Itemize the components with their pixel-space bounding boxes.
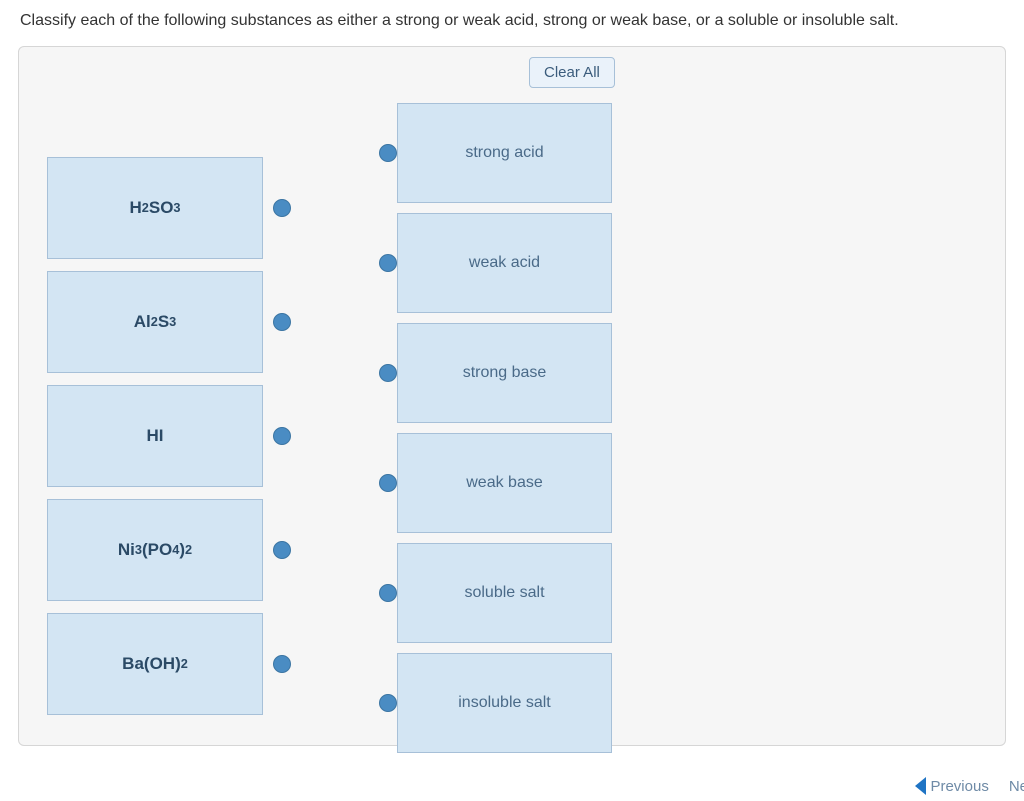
source-column: H2SO3 Al2S3 HI Ni3(PO4)2 Ba(OH)2 (47, 157, 277, 727)
chevron-left-icon (915, 777, 926, 795)
source-box-al2s3[interactable]: Al2S3 (47, 271, 263, 373)
drop-handle-icon[interactable] (379, 144, 397, 162)
target-item[interactable]: soluble salt (379, 543, 619, 643)
target-box-weak-base[interactable]: weak base (397, 433, 612, 533)
target-box-strong-acid[interactable]: strong acid (397, 103, 612, 203)
target-item[interactable]: weak base (379, 433, 619, 533)
source-item[interactable]: Ba(OH)2 (47, 613, 277, 715)
target-box-insoluble-salt[interactable]: insoluble salt (397, 653, 612, 753)
drag-handle-icon[interactable] (273, 427, 291, 445)
target-item[interactable]: strong acid (379, 103, 619, 203)
clear-all-button[interactable]: Clear All (529, 57, 615, 88)
source-box-baoh2[interactable]: Ba(OH)2 (47, 613, 263, 715)
previous-label: Previous (930, 778, 988, 795)
target-box-soluble-salt[interactable]: soluble salt (397, 543, 612, 643)
drop-handle-icon[interactable] (379, 474, 397, 492)
target-item[interactable]: strong base (379, 323, 619, 423)
target-box-strong-base[interactable]: strong base (397, 323, 612, 423)
target-item[interactable]: insoluble salt (379, 653, 619, 753)
nav-bar: Previous Ne (915, 777, 1024, 795)
matching-workspace: Clear All H2SO3 Al2S3 HI Ni3(PO4)2 Ba(OH… (18, 46, 1006, 746)
drag-handle-icon[interactable] (273, 313, 291, 331)
target-box-weak-acid[interactable]: weak acid (397, 213, 612, 313)
source-item[interactable]: H2SO3 (47, 157, 277, 259)
source-box-hi[interactable]: HI (47, 385, 263, 487)
source-item[interactable]: Ni3(PO4)2 (47, 499, 277, 601)
drag-handle-icon[interactable] (273, 655, 291, 673)
source-box-h2so3[interactable]: H2SO3 (47, 157, 263, 259)
drop-handle-icon[interactable] (379, 694, 397, 712)
drop-handle-icon[interactable] (379, 584, 397, 602)
previous-button[interactable]: Previous (915, 777, 988, 795)
source-box-ni3po42[interactable]: Ni3(PO4)2 (47, 499, 263, 601)
drop-handle-icon[interactable] (379, 364, 397, 382)
target-item[interactable]: weak acid (379, 213, 619, 313)
next-button[interactable]: Ne (1009, 778, 1024, 795)
source-item[interactable]: HI (47, 385, 277, 487)
source-item[interactable]: Al2S3 (47, 271, 277, 373)
drag-handle-icon[interactable] (273, 199, 291, 217)
target-column: strong acid weak acid strong base weak b… (379, 103, 619, 763)
next-label: Ne (1009, 778, 1024, 795)
question-text: Classify each of the following substance… (0, 0, 1024, 46)
drop-handle-icon[interactable] (379, 254, 397, 272)
drag-handle-icon[interactable] (273, 541, 291, 559)
